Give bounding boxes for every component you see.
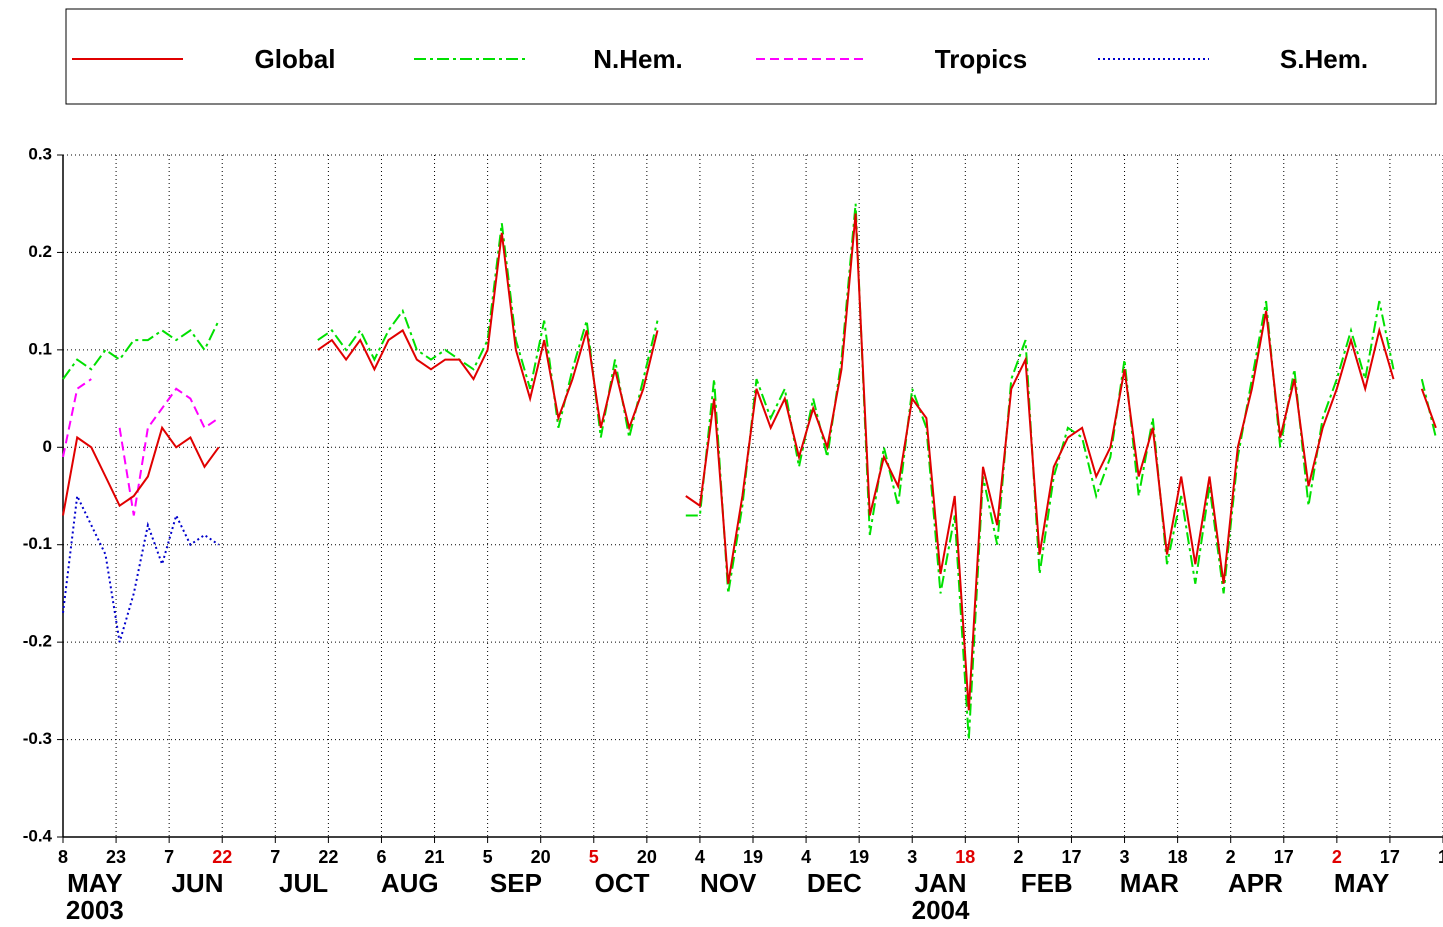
x-tick-label: 5 [589,847,599,867]
x-tick-label: 2 [1013,847,1023,867]
y-tick-label: 0.1 [28,339,52,358]
month-label: AUG [381,868,439,898]
x-tick-label: 20 [637,847,657,867]
x-tick-label: 6 [376,847,386,867]
x-tick-label: 19 [743,847,763,867]
month-label: JAN [915,868,967,898]
month-label: NOV [700,868,757,898]
month-label: OCT [595,868,650,898]
x-tick-label: 3 [1120,847,1130,867]
x-tick-label: 4 [695,847,705,867]
series-line [62,203,1437,740]
y-tick-label: -0.1 [23,534,52,553]
x-tick-label: 23 [106,847,126,867]
x-tick-label: 18 [1168,847,1188,867]
x-tick-label: 8 [58,847,68,867]
legend-label: S.Hem. [1280,44,1368,74]
month-label: MAR [1120,868,1179,898]
x-tick-label: 19 [849,847,869,867]
legend-label: Global [255,44,336,74]
x-tick-label: 17 [1274,847,1294,867]
x-tick-label: 7 [270,847,280,867]
y-tick-label: 0.3 [28,144,52,163]
series-line [62,492,220,643]
month-label: APR [1228,868,1283,898]
series-line [62,213,1437,711]
legend-box [65,8,1437,105]
legend-label: N.Hem. [593,44,683,74]
year-label: 2004 [912,895,970,925]
x-tick-label: 17 [1380,847,1400,867]
month-label: FEB [1021,868,1073,898]
y-tick-label: 0 [43,437,52,456]
y-tick-label: -0.2 [23,632,52,651]
month-label: JUL [279,868,328,898]
x-tick-label: 4 [801,847,811,867]
month-label: MAY [1334,868,1389,898]
x-tick-label: 2 [1332,847,1342,867]
y-tick-label: -0.3 [23,729,52,748]
series-line [62,378,220,516]
year-label: 2003 [66,895,124,925]
month-label: DEC [807,868,862,898]
x-tick-label: 5 [483,847,493,867]
x-tick-label: 3 [907,847,917,867]
month-label: SEP [490,868,542,898]
x-tick-label: 22 [212,847,232,867]
x-tick-label: 20 [531,847,551,867]
y-tick-label: -0.4 [23,826,53,845]
x-tick-label: 18 [955,847,975,867]
x-tick-label: 1 [1438,847,1443,867]
x-tick-label: 21 [425,847,445,867]
month-label: MAY [67,868,122,898]
legend-label: Tropics [935,44,1027,74]
month-label: JUN [171,868,223,898]
x-tick-label: 22 [318,847,338,867]
x-tick-label: 17 [1061,847,1081,867]
x-tick-label: 2 [1226,847,1236,867]
y-tick-label: 0.2 [28,242,52,261]
x-tick-label: 7 [164,847,174,867]
